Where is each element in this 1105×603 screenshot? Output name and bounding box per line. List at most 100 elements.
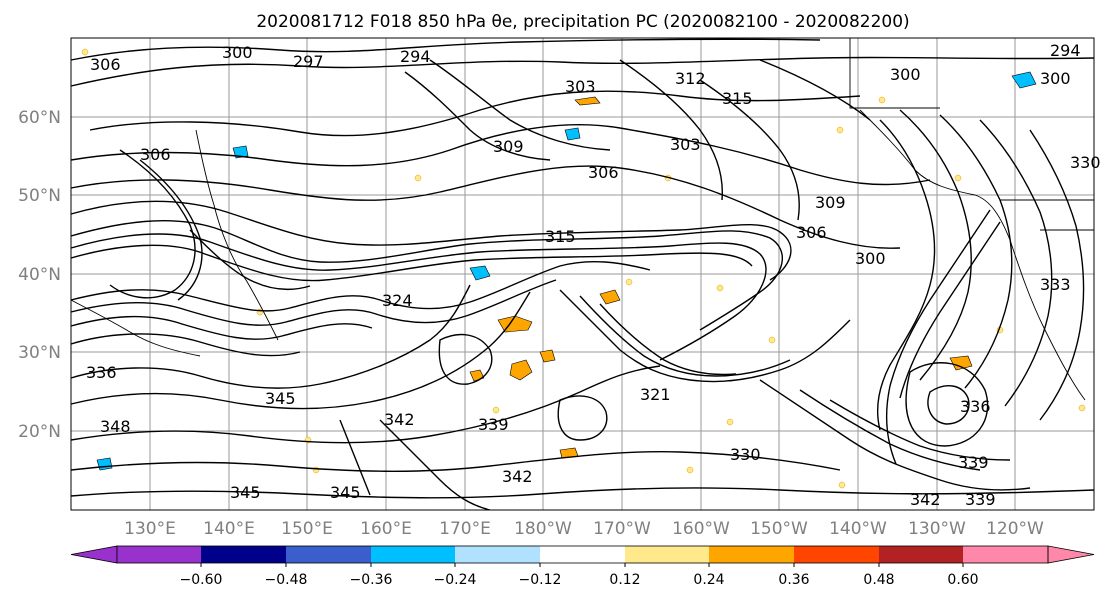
colorbar-tick-label: 0.48 [863,572,894,588]
contour-label: 342 [910,490,941,509]
lon-label: 130°E [124,519,176,539]
contour-label: 315 [545,227,576,246]
contour-label: 306 [90,55,121,74]
map-panel: 306 300 297 294 303 312 315 300 294 300 … [70,37,1101,511]
latitude-labels: 60°N 50°N 40°N 30°N 20°N [18,108,61,442]
lon-label: 170°E [439,519,491,539]
colorbar: −0.60 −0.48 −0.36 −0.24 −0.12 0.12 0.24 … [70,545,1095,588]
colorbar-tick-label: −0.36 [350,572,393,588]
contour-label: 339 [958,453,989,472]
contour-label: 333 [1040,275,1071,294]
precip-positive-patch [599,289,621,305]
lon-label: 140°W [829,519,887,539]
theta-e-contours [70,38,1095,511]
colorbar-cell [625,546,709,563]
contour-label: 321 [640,385,671,404]
map-frame [70,37,1095,511]
longitude-labels: 130°E 140°E 150°E 160°E 170°E 180°W 170°… [124,519,1044,539]
contour-label: 306 [140,145,171,164]
colorbar-cell [455,546,540,563]
precipitation-patches [81,48,1086,489]
contour-label: 315 [722,89,753,108]
precip-positive-patch [539,349,556,363]
colorbar-tick-label: −0.12 [519,572,562,588]
contour-label: 339 [965,490,996,509]
colorbar-cell [117,546,201,563]
contour-label: 336 [960,397,991,416]
precip-positive-patch [574,96,601,106]
lon-label: 150°E [281,519,333,539]
lon-label: 160°W [672,519,730,539]
colorbar-cell [371,546,455,563]
contour-label: 309 [815,193,846,212]
lon-label: 120°W [986,519,1044,539]
contour-label: 300 [855,249,886,268]
lat-label: 40°N [18,265,61,285]
contour-label: 303 [670,135,701,154]
lon-label: 180°W [514,519,572,539]
precip-negative-patch [96,457,113,471]
colorbar-cell [201,546,286,563]
lat-label: 30°N [18,343,61,363]
contour-label: 342 [384,410,415,429]
figure-title: 2020081712 F018 850 hPa θe, precipitatio… [256,12,909,32]
colorbar-tick-label: −0.48 [265,572,308,588]
contour-label: 324 [382,291,413,310]
contour-label: 309 [493,137,524,156]
colorbar-cell [794,546,879,563]
lon-label: 150°W [750,519,808,539]
lon-label: 160°E [360,519,412,539]
precip-positive-patch [509,359,533,381]
colorbar-tick-label: 0.24 [693,572,724,588]
precip-negative-patch [1011,71,1037,89]
contour-label: 345 [265,389,296,408]
contour-label: 336 [86,363,117,382]
colorbar-cell [879,546,963,563]
lat-label: 60°N [18,108,61,128]
contour-label-group: 306 300 297 294 303 312 315 300 294 300 … [86,41,1101,509]
colorbar-outline [116,545,1049,564]
colorbar-tick-labels: −0.60 −0.48 −0.36 −0.24 −0.12 0.12 0.24 … [180,572,979,588]
contour-label: 303 [565,77,596,96]
colorbar-cell [963,546,1048,563]
lon-label: 170°W [593,519,651,539]
precip-negative-patch [564,127,581,141]
colorbar-tick-label: 0.12 [609,572,640,588]
contour-label: 345 [330,483,361,502]
colorbar-cell [286,546,371,563]
coastline [70,38,1094,401]
colorbar-cell [709,546,794,563]
colorbar-tick-label: −0.60 [180,572,223,588]
colorbar-extend-high [1047,545,1095,564]
contour-label: 330 [730,445,761,464]
lon-label: 140°E [203,519,255,539]
contour-label: 306 [588,163,619,182]
contour-label: 330 [1070,153,1101,172]
contour-label: 345 [230,483,261,502]
contour-label: 300 [1040,69,1071,88]
contour-label: 339 [478,415,509,434]
colorbar-extend-low [70,545,118,564]
colorbar-tick-label: 0.60 [947,572,978,588]
contour-label: 300 [890,65,921,84]
precip-negative-patch [469,265,491,281]
contour-label: 300 [222,43,253,62]
colorbar-cell [540,546,625,563]
contour-label: 312 [675,69,706,88]
colorbar-tick-label: 0.36 [778,572,809,588]
colorbar-ticks [200,563,964,567]
contour-label: 306 [796,223,827,242]
precip-positive-patch [949,355,973,371]
contour-label: 342 [502,467,533,486]
gridlines [71,38,1094,510]
contour-label: 294 [400,47,431,66]
contour-label: 348 [100,417,131,436]
precip-negative-patch [232,145,249,159]
colorbar-tick-label: −0.24 [434,572,477,588]
contour-label: 297 [293,52,324,71]
lon-label: 130°W [908,519,966,539]
lat-label: 50°N [18,186,61,206]
contour-label: 294 [1050,41,1081,60]
lat-label: 20°N [18,422,61,442]
